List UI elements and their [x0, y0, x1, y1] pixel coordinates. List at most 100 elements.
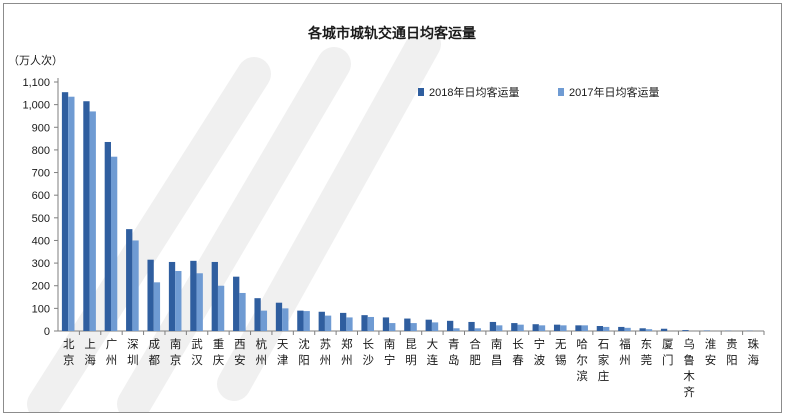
bar-2017-长沙 [367, 316, 375, 331]
x-category-label: 贵阳 [726, 337, 738, 367]
bar-2017-青岛 [453, 328, 460, 331]
bar-2018-厦门 [660, 328, 668, 331]
bar-2018-长春 [511, 323, 518, 331]
chart-svg: 各城市城轨交通日均客运量 （万人次） 0 100 200 300 400 500 600 70… [8, 25, 765, 412]
bar-2018-重庆 [211, 261, 218, 331]
x-category-label: 昆明 [405, 337, 417, 367]
bar-2018-南昌 [489, 321, 497, 331]
x-category-label: 成都 [149, 337, 161, 367]
bar-2017-苏州 [324, 315, 332, 331]
bar-2017-武汉 [196, 273, 203, 331]
x-category-label: 石家庄 [598, 337, 610, 383]
bar-2017-昆明 [410, 323, 417, 331]
x-category-label: 无锡 [555, 337, 567, 367]
bar-2017-深圳 [132, 240, 139, 331]
y-axis-unit-label: （万人次） [8, 53, 63, 67]
x-category-label: 淮安 [705, 337, 717, 367]
bar-2018-郑州 [340, 312, 347, 331]
legend: 2018年日均客运量 2017年日均客运量 [418, 85, 659, 99]
bar-2018-天津 [275, 302, 283, 331]
y-tick-label: 1,000 [22, 100, 50, 112]
bar-2017-杭州 [260, 310, 268, 331]
x-category-label: 沈阳 [298, 337, 310, 367]
bar-2018-上海 [83, 101, 90, 331]
bar-2017-郑州 [346, 317, 353, 331]
chart-frame: 各城市城轨交通日均客运量 （万人次） 0 100 200 300 400 500 600 70… [3, 3, 782, 413]
bar-2017-宁波 [538, 325, 546, 331]
bar-2017-东莞 [645, 329, 653, 331]
legend-label: 2017年日均客运量 [569, 85, 659, 99]
bar-2018-无锡 [553, 324, 561, 331]
x-category-label: 重庆 [213, 337, 225, 367]
x-axis-labels: 北京上海广州深圳成都南京武汉重庆西安杭州天津沈阳苏州郑州长沙南宁昆明大连青岛合肥… [63, 337, 760, 399]
x-category-label: 苏州 [320, 337, 332, 367]
bar-2018-北京 [61, 92, 69, 331]
x-category-label: 北京 [63, 337, 75, 367]
y-tick-label: 200 [32, 281, 50, 293]
x-category-label: 厦门 [662, 337, 674, 367]
x-category-label: 珠海 [748, 337, 760, 367]
bar-2018-南京 [168, 261, 176, 331]
bar-2017-西安 [239, 292, 246, 331]
bar-2018-武汉 [190, 260, 197, 331]
watermark-stroke [117, 47, 351, 412]
x-category-label: 长春 [512, 337, 524, 367]
y-tick-label: 100 [32, 303, 50, 315]
x-category-label: 哈尔滨 [576, 337, 588, 383]
legend-label: 2018年日均客运量 [429, 85, 519, 99]
bar-2018-深圳 [126, 229, 133, 331]
bar-2018-石家庄 [596, 326, 604, 331]
bar-2018-广州 [104, 141, 111, 331]
y-tick-label: 900 [32, 122, 50, 134]
x-category-label: 上海 [84, 337, 96, 367]
bar-2017-石家庄 [603, 326, 610, 331]
x-category-label: 西安 [234, 337, 246, 367]
bar-2018-合肥 [468, 321, 475, 331]
x-category-label: 长沙 [362, 337, 374, 367]
bar-2018-西安 [233, 276, 240, 331]
y-tick-label: 1,100 [22, 77, 50, 89]
y-tick-label: 700 [32, 168, 50, 180]
y-tick-label: 400 [32, 235, 50, 247]
x-category-label: 南昌 [491, 337, 503, 367]
bar-2017-天津 [282, 308, 289, 331]
x-category-label: 宁波 [534, 337, 546, 367]
bar-2017-成都 [153, 282, 161, 331]
x-category-label: 天津 [277, 337, 289, 367]
bars [61, 92, 765, 335]
bar-2017-大连 [431, 322, 439, 331]
bar-2017-南宁 [389, 323, 396, 331]
x-category-label: 郑州 [341, 337, 353, 367]
y-tick-label: 0 [44, 326, 50, 338]
y-tick-label: 800 [32, 145, 50, 157]
x-category-label: 南宁 [384, 337, 396, 367]
y-tick-label: 600 [32, 190, 50, 202]
bar-2018-杭州 [254, 298, 261, 331]
bar-2017-南昌 [496, 325, 503, 331]
x-category-label: 福州 [619, 337, 631, 367]
bar-2018-福州 [618, 326, 625, 331]
bar-2018-沈阳 [297, 310, 304, 331]
bar-2018-宁波 [532, 324, 539, 331]
bar-2017-福州 [624, 327, 631, 331]
bar-2017-合肥 [474, 328, 481, 331]
bar-2017-重庆 [217, 285, 225, 331]
x-category-label: 杭州 [255, 337, 267, 367]
x-category-label: 青岛 [448, 337, 460, 367]
x-category-label: 广州 [106, 337, 118, 367]
bar-2018-长沙 [361, 315, 368, 331]
legend-swatch [418, 88, 424, 96]
bar-2017-上海 [89, 111, 96, 331]
bar-2017-无锡 [560, 325, 567, 331]
bar-2018-东莞 [639, 328, 646, 331]
bar-2017-北京 [68, 96, 75, 331]
x-category-label: 大连 [427, 337, 439, 367]
x-category-label: 乌鲁木齐 [683, 337, 695, 399]
x-category-label: 东莞 [641, 337, 653, 367]
bar-2017-南京 [175, 271, 182, 331]
bar-2018-乌鲁木齐 [682, 330, 689, 331]
y-tick-label: 500 [32, 213, 50, 225]
chart-title: 各城市城轨交通日均客运量 [307, 25, 476, 42]
y-tick-label: 300 [32, 258, 50, 270]
bar-2018-哈尔滨 [575, 325, 582, 331]
